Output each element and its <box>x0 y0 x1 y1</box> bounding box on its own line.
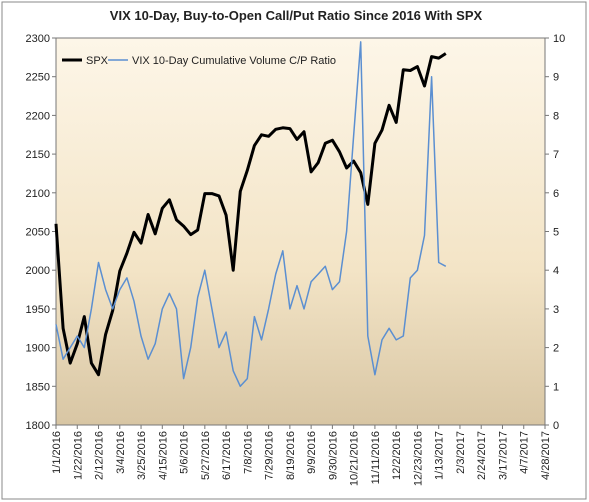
x-tick-label: 12/23/2016 <box>412 431 424 486</box>
x-tick-label: 2/3/2017 <box>455 431 467 474</box>
y2-tick-label: 5 <box>553 227 559 239</box>
x-tick-label: 2/24/2017 <box>476 431 488 480</box>
series-line <box>54 52 447 377</box>
chart-title: VIX 10-Day, Buy-to-Open Call/Put Ratio S… <box>110 8 483 23</box>
y-tick-label: 2300 <box>26 33 50 45</box>
y-tick-label: 2150 <box>26 149 50 161</box>
x-tick-label: 6/17/2016 <box>221 431 233 480</box>
y2-tick-label: 2 <box>553 343 559 355</box>
x-tick-label: 3/17/2017 <box>497 431 509 480</box>
x-tick-label: 12/2/2016 <box>391 431 403 480</box>
series-line <box>55 41 447 388</box>
x-tick-label: 7/29/2016 <box>264 431 276 480</box>
x-tick-label: 5/6/2016 <box>179 431 191 474</box>
y2-tick-label: 1 <box>553 381 559 393</box>
x-tick-label: 1/22/2016 <box>72 431 84 480</box>
x-tick-label: 4/28/2017 <box>540 431 552 480</box>
x-tick-label: 1/13/2017 <box>434 431 446 480</box>
x-tick-label: 4/7/2017 <box>519 431 531 474</box>
y2-tick-label: 9 <box>553 72 559 84</box>
x-tick-label: 7/8/2016 <box>242 431 254 474</box>
y2-tick-label: 8 <box>553 110 559 122</box>
legend-label: VIX 10-Day Cumulative Volume C/P Ratio <box>132 55 336 67</box>
x-tick-label: 4/15/2016 <box>157 431 169 480</box>
legend-label: SPX <box>86 55 109 67</box>
y-tick-label: 2100 <box>26 188 50 200</box>
y-tick-label: 1800 <box>26 420 50 432</box>
y-tick-label: 2000 <box>26 265 50 277</box>
x-tick-label: 9/9/2016 <box>306 431 318 474</box>
y2-tick-label: 10 <box>553 33 565 45</box>
y-tick-label: 1900 <box>26 343 50 355</box>
x-tick-label: 5/27/2016 <box>200 431 212 480</box>
x-tick-label: 10/21/2016 <box>349 431 361 486</box>
x-tick-label: 3/4/2016 <box>115 431 127 474</box>
x-tick-label: 2/12/2016 <box>94 431 106 480</box>
x-tick-label: 11/11/2016 <box>370 431 382 484</box>
y2-tick-label: 6 <box>553 188 559 200</box>
x-tick-label: 8/19/2016 <box>285 431 297 480</box>
x-tick-label: 1/1/2016 <box>51 431 63 474</box>
y-tick-label: 2200 <box>26 110 50 122</box>
y-tick-label: 1950 <box>26 304 50 316</box>
x-tick-label: 3/25/2016 <box>136 431 148 480</box>
plot-area <box>55 37 546 426</box>
y2-tick-label: 0 <box>553 420 559 432</box>
x-tick-label: 9/30/2016 <box>327 431 339 480</box>
y-tick-label: 2050 <box>26 227 50 239</box>
y2-tick-label: 7 <box>553 149 559 161</box>
y2-tick-label: 4 <box>553 265 559 277</box>
y-tick-label: 1850 <box>26 381 50 393</box>
y-tick-label: 2250 <box>26 72 50 84</box>
y2-tick-label: 3 <box>553 304 559 316</box>
